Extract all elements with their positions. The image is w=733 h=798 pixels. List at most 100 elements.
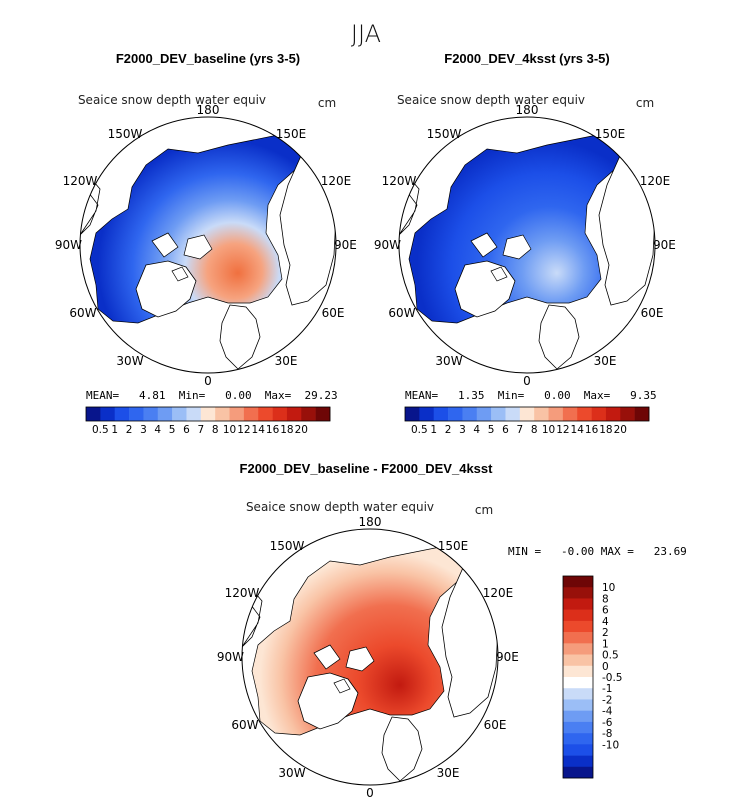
longitude-label: 90E xyxy=(496,650,519,664)
colorbar-swatch xyxy=(462,407,478,421)
colorbar-swatch xyxy=(563,643,593,655)
longitude-label: 30E xyxy=(594,354,617,368)
map-field xyxy=(80,132,336,370)
colorbar-swatch xyxy=(563,620,593,633)
siberia-coast xyxy=(441,560,498,718)
scandinavia-landmass xyxy=(219,304,261,370)
colorbar-swatch xyxy=(505,407,521,421)
archipelago-islands xyxy=(151,232,213,282)
colorbar-tick: 0.5 xyxy=(411,424,428,436)
panel-difference: F2000_DEV_baseline - F2000_DEV_4ksst Sea… xyxy=(217,461,687,798)
land-group xyxy=(80,148,336,370)
land-group xyxy=(399,148,655,370)
colorbar-swatch xyxy=(491,407,506,421)
colorbar-tick: 4 xyxy=(473,424,480,436)
colorbar-tick: 18 xyxy=(280,424,293,436)
longitude-labels: 180 0 150W 150E 120W 120E 90W 90E 60W 60E 30W 30E xyxy=(55,103,357,388)
colorbar-swatch xyxy=(186,407,202,421)
scandinavia-landmass xyxy=(538,304,580,370)
colorbar-swatch xyxy=(563,665,593,678)
colorbar-tick: 6 xyxy=(183,424,190,436)
colorbar-swatch xyxy=(548,407,564,421)
colorbar-swatch xyxy=(591,407,607,421)
colorbar-tick: -8 xyxy=(602,728,612,740)
colorbar-swatch xyxy=(200,407,216,421)
siberia-coast xyxy=(598,148,655,306)
ocean-field-group xyxy=(408,132,626,324)
stats-line: MEAN= 1.35 Min= 0.00 Max= 9.35 xyxy=(405,389,657,402)
longitude-label: 0 xyxy=(523,374,531,388)
colorbar-swatch xyxy=(562,407,578,421)
variable-label: Seaice snow depth water equiv xyxy=(246,500,434,514)
colorbar-tick: -10 xyxy=(602,739,619,751)
colorbar-tick: 10 xyxy=(223,424,236,436)
longitude-labels: 180 0 150W 150E 120W 120E 90W 90E 60W 60E 30W 30E xyxy=(374,103,676,388)
colorbar-tick: 0.5 xyxy=(92,424,109,436)
colorbar-swatch xyxy=(605,407,621,421)
colorbar-swatch xyxy=(563,699,593,711)
longitude-label: 150W xyxy=(108,127,143,141)
longitude-label: 60E xyxy=(322,306,345,320)
colorbar-tick: 3 xyxy=(459,424,466,436)
longitude-label: 120E xyxy=(321,174,352,188)
longitude-label: 150W xyxy=(427,127,462,141)
longitude-label: 60W xyxy=(388,306,415,320)
colorbar-swatch xyxy=(129,407,144,421)
greenland-landmass xyxy=(297,672,359,730)
longitude-label: 150E xyxy=(595,127,626,141)
stats-line: MIN = -0.00 MAX = 23.69 xyxy=(508,545,687,558)
colorbar-tick: 18 xyxy=(599,424,612,436)
colorbar-tick: 14 xyxy=(252,424,266,436)
colorbar-tick: 6 xyxy=(602,605,609,617)
colorbar-tick: 10 xyxy=(602,582,615,594)
colorbar-tick: 1 xyxy=(602,638,609,650)
colorbar-tick: 2 xyxy=(126,424,133,436)
colorbar-swatch xyxy=(563,598,593,610)
colorbar-swatch xyxy=(114,407,130,421)
longitude-label: 30W xyxy=(116,354,143,368)
colorbar-tick: 2 xyxy=(445,424,452,436)
colorbar-swatch xyxy=(563,609,593,622)
colorbar-swatch xyxy=(172,407,187,421)
colorbar-swatch xyxy=(229,407,245,421)
colorbar-swatch xyxy=(563,688,593,700)
map-field xyxy=(242,544,498,782)
colorbar-tick: 8 xyxy=(531,424,538,436)
longitude-label: 0 xyxy=(366,786,374,798)
longitude-label: 30W xyxy=(435,354,462,368)
archipelago-islands xyxy=(313,644,375,694)
colorbar-swatch xyxy=(563,744,593,756)
colorbar-swatch xyxy=(86,407,101,421)
colorbar-tick: 12 xyxy=(237,424,250,436)
longitude-label: 60E xyxy=(641,306,664,320)
siberia-coast xyxy=(279,148,336,306)
greenland-landmass xyxy=(135,260,197,318)
panel-baseline: F2000_DEV_baseline (yrs 3-5) Seaice snow… xyxy=(55,51,357,436)
colorbar-swatch xyxy=(563,677,593,689)
colorbar-tick: 2 xyxy=(602,627,609,639)
sea-ice-field xyxy=(408,132,626,324)
colorbar-swatch xyxy=(534,407,549,421)
colorbar-swatch xyxy=(563,766,593,779)
colorbar-tick: 1 xyxy=(430,424,437,436)
colorbar-tick: 20 xyxy=(614,424,627,436)
colorbar-tick: 16 xyxy=(585,424,599,436)
colorbar-tick: 0 xyxy=(602,661,609,673)
longitude-label: 90W xyxy=(55,238,82,252)
colorbar-swatch xyxy=(476,407,492,421)
colorbar: 0.5 1 2 3 4 5 6 7 8 10 12 14 16 18 20 xyxy=(85,406,331,436)
longitude-label: 150W xyxy=(270,539,305,553)
colorbar-tick: 16 xyxy=(266,424,280,436)
greenland-landmass xyxy=(454,260,516,318)
colorbar-tick: -6 xyxy=(602,717,613,729)
colorbar-swatch xyxy=(405,407,420,421)
units-label: cm xyxy=(636,96,654,110)
panel-4ksst: F2000_DEV_4ksst (yrs 3-5) Seaice snow de… xyxy=(374,51,676,436)
colorbar-swatch xyxy=(301,407,316,421)
longitude-label: 30E xyxy=(275,354,298,368)
colorbar-swatch xyxy=(563,710,593,723)
longitude-label: 30E xyxy=(437,766,460,780)
land-group xyxy=(242,560,498,782)
map-boundary-circle xyxy=(79,116,337,374)
